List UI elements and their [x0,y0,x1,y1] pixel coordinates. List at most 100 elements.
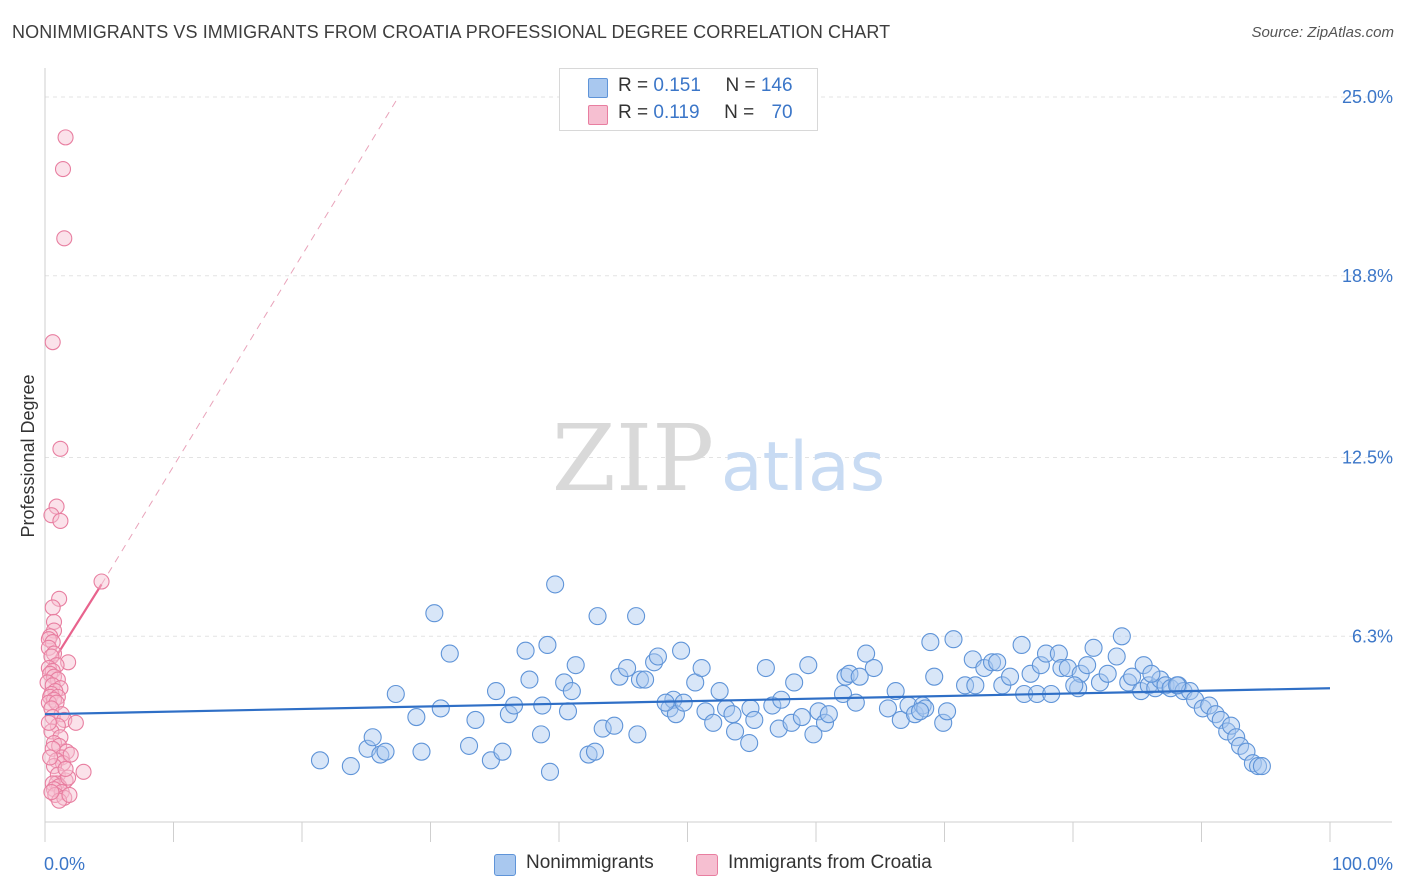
nonimmigrants-point [782,713,801,732]
nonimmigrants-point [815,713,835,732]
nonimmigrants-point [1142,664,1161,683]
nonimmigrants-point [921,633,940,652]
nonimmigrants-point [809,702,828,721]
n-value: 146 [760,75,793,96]
croatia-point [57,129,74,146]
nonimmigrants-point [740,733,759,753]
nonimmigrants-point [566,656,585,675]
nonimmigrants-point [674,693,693,712]
nonimmigrants-trendline-line [44,687,1331,716]
croatia-point [43,783,60,801]
nonimmigrants-point [1084,638,1103,657]
nonimmigrants-point [911,702,930,721]
nonimmigrants-point [819,705,838,724]
croatia-point [56,230,73,247]
watermark-zip: ZIP [552,405,714,512]
r-value: 0.151 [653,75,701,96]
nonimmigrants-point [756,658,775,678]
axes [44,68,1392,842]
nonimmigrants-point [562,682,581,701]
nonimmigrants-point [425,604,444,623]
nonimmigrants-point [692,658,711,678]
nonimmigrants-point [710,682,729,701]
nonimmigrants-point [585,742,605,761]
gridlines [45,96,1392,637]
nonimmigrants-point [636,670,655,689]
nonimmigrants-point [745,710,764,729]
nonimmigrants-point [916,699,935,718]
croatia-point [75,763,92,780]
nonimmigrants-point [648,647,667,666]
nonimmigrants-point [1112,627,1131,646]
nonimmigrants-point [864,658,883,678]
nonimmigrants-point [1065,676,1084,695]
nonimmigrants-point [628,725,647,744]
nonimmigrants-point [840,664,859,683]
y-axis-label: Professional Degree [18,374,38,537]
nonimmigrants-point [363,728,382,747]
nonimmigrants-point [558,702,578,721]
croatia-point [44,334,61,351]
nonimmigrants-point [857,644,876,663]
croatia-point [54,161,72,178]
nonimmigrants-point [1000,667,1020,686]
r-value: 0.119 [653,102,700,123]
nonimmigrants-point [704,713,723,732]
nonimmigrants-point [407,708,426,727]
croatia-point [52,512,69,529]
croatia-trendline [47,96,399,669]
nonimmigrants-point [520,670,539,689]
stats-box: R = 0.151 N = 146 R = 0.119 N = 70 [559,68,818,131]
nonimmigrants-point [886,682,905,701]
nonimmigrants-point [605,716,624,735]
croatia-point [40,714,57,731]
croatia-point [67,714,84,731]
zipatlas-watermark: ZIP atlas [552,405,885,512]
legend-label: Immigrants from Croatia [728,852,932,873]
nonimmigrants-point [440,644,459,663]
nonimmigrants-point [1123,667,1142,686]
nonimmigrants-point [938,702,957,721]
n-label: N = [725,75,761,96]
nonimmigrants-point [310,751,330,770]
nonimmigrants-point [593,719,612,738]
n-label: N = [724,102,760,123]
croatia-point [44,599,61,616]
nonimmigrants-point [982,653,1002,672]
chart-title: NONIMMIGRANTS VS IMMIGRANTS FROM CROATIA… [12,22,891,42]
nonimmigrants-trendline [44,687,1331,716]
nonimmigrants-point [966,676,985,695]
nonimmigrants-point [630,670,650,689]
croatia-point [61,786,78,803]
blue-swatch [494,854,516,876]
r-label: R = [618,102,654,123]
croatia-point [93,573,110,590]
nonimmigrants-point [944,630,963,649]
source-label: Source: ZipAtlas.com [1251,24,1394,41]
nonimmigrants-point [540,762,560,781]
croatia-trendline-solid [47,583,103,669]
blue-swatch [588,78,608,98]
y-tick-label: 12.5% [1342,448,1393,468]
nonimmigrants-point [516,641,535,660]
nonimmigrants-point [1012,635,1031,655]
nonimmigrants-point [371,745,390,764]
nonimmigrants-point [799,656,818,675]
nonimmigrants-points [310,575,1271,781]
nonimmigrants-point [412,742,431,761]
x-tick-labels: 0.0% 100.0% [44,854,1393,874]
nonimmigrants-point [1248,757,1268,776]
nonimmigrants-point [466,710,485,729]
croatia-point [52,440,69,457]
nonimmigrants-point [1107,647,1126,666]
r-label: R = [618,75,654,96]
pink-swatch [696,854,718,876]
croatia-trendline-extension [101,96,399,585]
nonimmigrants-point [925,667,944,686]
nonimmigrants-point [486,682,506,701]
nonimmigrants-point [988,653,1007,672]
nonimmigrants-point [1222,716,1241,735]
nonimmigrants-point [1168,676,1187,695]
nonimmigrants-point [376,742,395,761]
